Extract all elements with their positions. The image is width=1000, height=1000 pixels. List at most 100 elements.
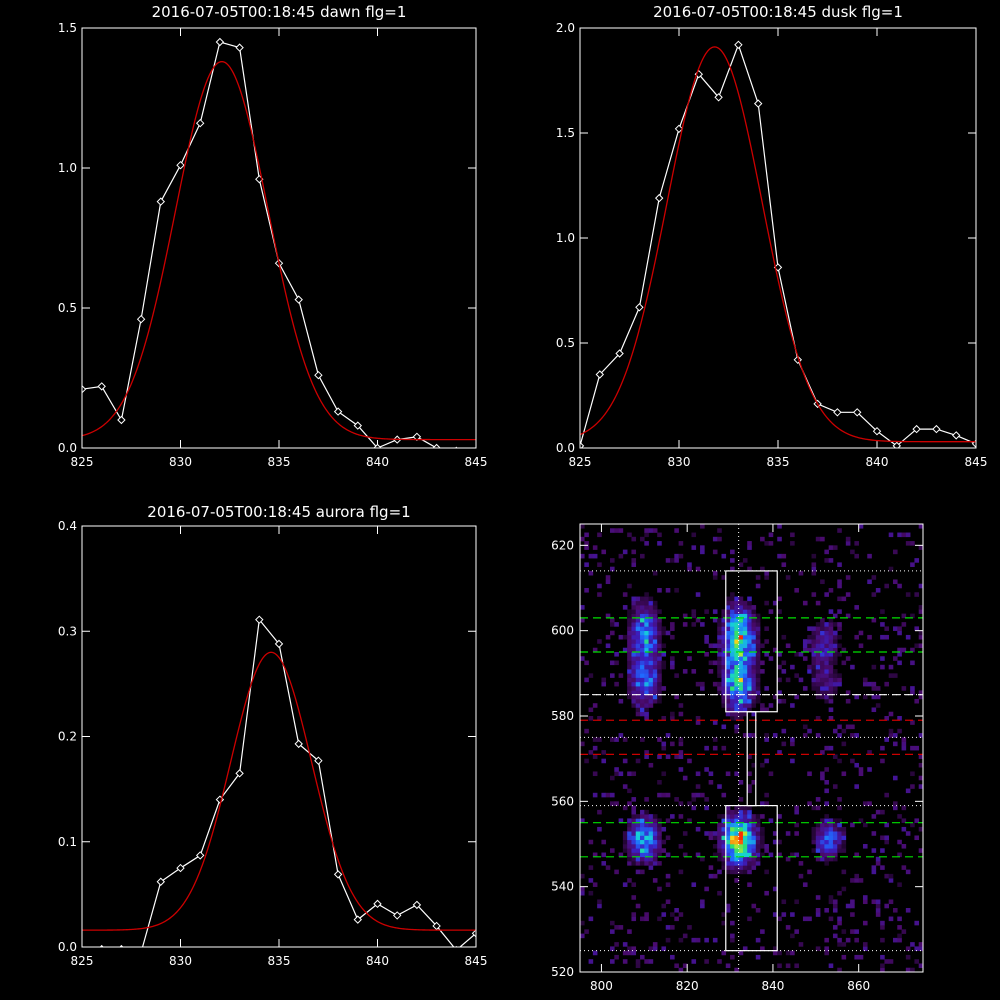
heatmap-cell	[631, 562, 637, 567]
heatmap-cell	[901, 826, 907, 832]
heatmap-cell	[742, 835, 748, 841]
heatmap-cell	[815, 908, 821, 913]
heatmap-cell	[657, 630, 662, 636]
heatmap-cell	[674, 754, 679, 759]
heatmap-cell	[777, 698, 782, 704]
heatmap-cell	[841, 869, 847, 875]
heatmap-cell	[652, 686, 658, 691]
heatmap-cell	[635, 652, 641, 657]
heatmap-cell	[742, 822, 748, 828]
heatmap-cell	[777, 524, 782, 529]
heatmap-cell	[905, 592, 911, 597]
heatmap-cell	[832, 933, 838, 939]
heatmap-cell	[631, 613, 637, 619]
heatmap-cell	[640, 673, 645, 678]
heatmap-cell	[832, 925, 838, 930]
heatmap-cell	[730, 660, 735, 666]
heatmap-cell	[635, 617, 641, 623]
heatmap-cell	[657, 634, 662, 640]
heatmap-cell	[644, 541, 649, 546]
dawn-data-point	[156, 197, 166, 206]
heatmap-cell	[862, 895, 868, 900]
heatmap-cell	[730, 652, 735, 657]
heatmap-cell	[820, 634, 825, 640]
heatmap-cell	[747, 669, 752, 674]
heatmap-cell	[648, 613, 654, 619]
aurora-data-point	[274, 639, 284, 649]
heatmap-cell	[652, 600, 658, 606]
heatmap-cell	[862, 942, 868, 947]
dawn-title: 2016-07-05T00:18:45 dawn flg=1	[152, 3, 407, 21]
heatmap-cell	[631, 771, 637, 777]
heatmap-cell	[815, 694, 821, 700]
heatmap-cell	[832, 634, 838, 640]
heatmap-cell	[901, 647, 907, 653]
heatmap-cell	[734, 818, 739, 823]
heatmap-cell	[627, 609, 632, 614]
heatmap-cell	[811, 643, 817, 649]
heatmap-cell	[717, 536, 722, 542]
heatmap-cell	[601, 792, 607, 798]
heatmap-cell	[695, 681, 701, 687]
heatmap-cell	[588, 865, 594, 870]
heatmap-cell	[858, 771, 864, 777]
heatmap-cell	[678, 703, 684, 708]
heatmap-cell	[738, 703, 744, 708]
heatmap-cell	[652, 942, 658, 947]
heatmap-cell	[755, 826, 761, 832]
heatmap-cell	[850, 549, 855, 555]
heatmap-cell	[584, 532, 589, 538]
heatmap-cell	[588, 673, 594, 678]
heatmap-cell	[717, 647, 722, 653]
heatmap-cell	[751, 690, 757, 695]
heatmap-cell	[918, 762, 923, 768]
heatmap-cell	[871, 831, 877, 836]
heatmap-cell	[832, 660, 838, 666]
heatmap-cell	[648, 669, 654, 674]
heatmap-cell	[631, 835, 637, 841]
heatmap-cell	[700, 686, 705, 691]
heatmap-cell	[622, 737, 628, 742]
heatmap-cell	[687, 801, 692, 806]
heatmap-cell	[652, 681, 658, 687]
heatmap-cell	[730, 856, 735, 862]
heatmap-cell	[631, 656, 637, 661]
heatmap-cell	[695, 716, 701, 721]
heatmap-cell	[742, 656, 748, 661]
heatmap-cell	[631, 652, 637, 657]
heatmap-cell	[601, 549, 607, 555]
heatmap-cell	[742, 677, 748, 683]
heatmap-cell	[772, 912, 778, 917]
heatmap-cell	[648, 814, 654, 819]
heatmap-cell	[738, 826, 744, 832]
heatmap-cell	[635, 647, 641, 653]
heatmap-cell	[631, 673, 637, 678]
heatmap-cell	[901, 805, 907, 811]
heatmap-cell	[597, 592, 602, 597]
heatmap-cell	[657, 852, 662, 858]
heatmap-cell	[785, 925, 791, 930]
heatmap-cell	[721, 652, 727, 657]
heatmap-cell	[790, 532, 795, 538]
heatmap-cell	[631, 558, 637, 563]
heatmap-cell	[828, 916, 834, 922]
heatmap-cell	[648, 630, 654, 636]
heatmap-cell	[854, 929, 859, 934]
heatmap-cell	[631, 626, 637, 631]
heatmap-cell	[918, 826, 923, 832]
heatmap-cell	[717, 784, 722, 789]
heatmap-cell	[738, 780, 744, 785]
heatmap-cell	[854, 873, 859, 879]
dawn-y-tick-label: 0.0	[58, 441, 77, 455]
heatmap-cell	[691, 613, 697, 619]
aurora-title: 2016-07-05T00:18:45 aurora flg=1	[147, 503, 410, 521]
heatmap-cell	[892, 733, 898, 738]
heatmap-cell	[635, 848, 641, 853]
heatmap-cell	[794, 673, 799, 678]
heatmap-cell	[717, 617, 722, 623]
heatmap-cell	[824, 946, 829, 951]
heatmap-cell	[640, 613, 645, 619]
heatmap-cell	[670, 741, 675, 747]
dawn-x-tick-label: 840	[366, 455, 389, 469]
heatmap-cell	[725, 831, 731, 836]
